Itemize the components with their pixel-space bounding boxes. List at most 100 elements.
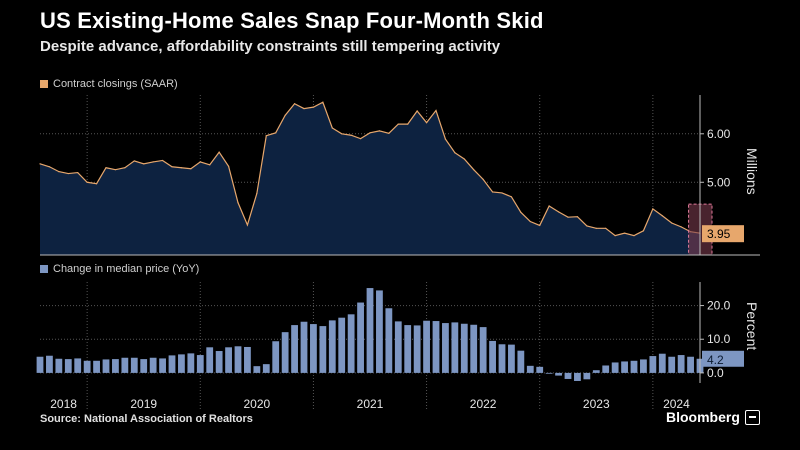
price-bar	[64, 359, 72, 373]
sales-point	[350, 134, 352, 136]
bloomberg-logo: Bloomberg	[666, 409, 760, 425]
sales-point	[491, 191, 494, 193]
price-bar	[225, 347, 232, 373]
sales-point	[265, 135, 267, 137]
price-bar	[102, 359, 110, 373]
x-year-label: 2019	[130, 397, 157, 411]
chart-subtitle: Despite advance, affordability constrain…	[40, 38, 501, 55]
price-bar	[196, 355, 204, 373]
sales-point	[67, 172, 69, 175]
price-bar	[526, 365, 534, 373]
price-bar	[432, 321, 440, 373]
price-bar	[630, 360, 638, 373]
price-last-value-tag	[702, 350, 744, 367]
sales-point	[576, 216, 579, 218]
sales-point	[359, 138, 362, 140]
price-bar	[545, 372, 553, 374]
sales-point	[454, 152, 456, 154]
price-bar	[130, 357, 138, 373]
price-bar	[74, 358, 82, 373]
price-bar	[46, 355, 53, 373]
price-bar	[366, 288, 374, 373]
sales-point	[605, 227, 607, 229]
sales-point	[77, 171, 79, 174]
price-bar	[517, 350, 525, 373]
x-year-label: 2023	[583, 397, 610, 411]
price-unit-label: Percent	[744, 302, 760, 350]
sales-point	[661, 215, 663, 217]
sales-point	[378, 130, 381, 132]
price-bar	[611, 362, 619, 373]
x-year-label: 2021	[357, 397, 384, 411]
price-bar	[536, 366, 544, 373]
price-last-value-label: 4.2	[707, 353, 724, 367]
sales-point	[633, 235, 635, 237]
sales-point	[293, 103, 296, 105]
price-ytick-label: 10.0	[707, 332, 731, 346]
price-bar	[291, 325, 298, 373]
price-bar	[592, 370, 600, 373]
price-bar	[677, 355, 685, 373]
price-bar	[159, 358, 166, 373]
sales-point	[642, 230, 645, 232]
sales-point	[388, 132, 390, 134]
x-year-label: 2022	[470, 397, 497, 411]
sales-point	[180, 167, 183, 169]
price-bar	[319, 326, 327, 373]
sales-point	[114, 169, 117, 171]
price-bar	[140, 359, 148, 373]
sales-last-value-label: 3.95	[707, 227, 731, 241]
price-bar	[253, 366, 261, 373]
sales-point	[143, 163, 145, 165]
price-bar	[498, 344, 506, 373]
price-bar	[394, 321, 402, 373]
sales-point	[557, 211, 560, 213]
price-bar	[83, 360, 91, 373]
sales-point	[48, 166, 51, 168]
price-bar	[451, 322, 459, 373]
sales-point	[435, 109, 437, 112]
sales-point	[152, 161, 154, 163]
legend-sales-label: Contract closings (SAAR)	[53, 78, 178, 90]
price-bar	[149, 357, 157, 373]
sales-point	[190, 168, 192, 170]
sales-point	[473, 169, 475, 171]
price-bar	[300, 321, 308, 373]
price-bar	[479, 327, 487, 373]
price-bar	[413, 325, 421, 373]
sales-point	[614, 235, 616, 237]
price-bar	[262, 364, 270, 373]
price-ytick-label: 20.0	[707, 299, 731, 313]
sales-point	[95, 183, 98, 185]
sales-point	[369, 132, 371, 134]
price-bar	[423, 320, 430, 373]
sales-point	[567, 216, 569, 218]
sales-point	[199, 161, 201, 163]
price-bar	[36, 356, 44, 373]
price-bar	[489, 340, 496, 373]
source-note: Source: National Association of Realtors	[40, 413, 253, 425]
price-bar	[357, 302, 364, 373]
legend-price-label: Change in median price (YoY)	[53, 263, 200, 275]
legend-price-swatch	[40, 265, 48, 273]
price-bar	[658, 353, 666, 373]
sales-point	[539, 224, 541, 227]
sales-point	[124, 167, 126, 169]
price-bar	[206, 347, 214, 373]
sales-point	[482, 178, 484, 180]
price-bar	[602, 365, 610, 373]
price-bar	[470, 324, 478, 373]
price-ytick-label: 0.0	[707, 366, 724, 380]
price-bar	[404, 325, 412, 373]
x-year-label: 2018	[50, 397, 77, 411]
price-bar	[112, 359, 119, 373]
price-bar	[328, 320, 336, 373]
sales-point	[58, 171, 60, 173]
sales-point	[595, 227, 597, 229]
sales-point	[671, 222, 673, 224]
sales-point	[312, 106, 315, 108]
sales-point	[623, 232, 626, 234]
price-bar	[574, 372, 581, 381]
x-year-label: 2024	[663, 397, 690, 411]
price-bar	[687, 356, 694, 373]
